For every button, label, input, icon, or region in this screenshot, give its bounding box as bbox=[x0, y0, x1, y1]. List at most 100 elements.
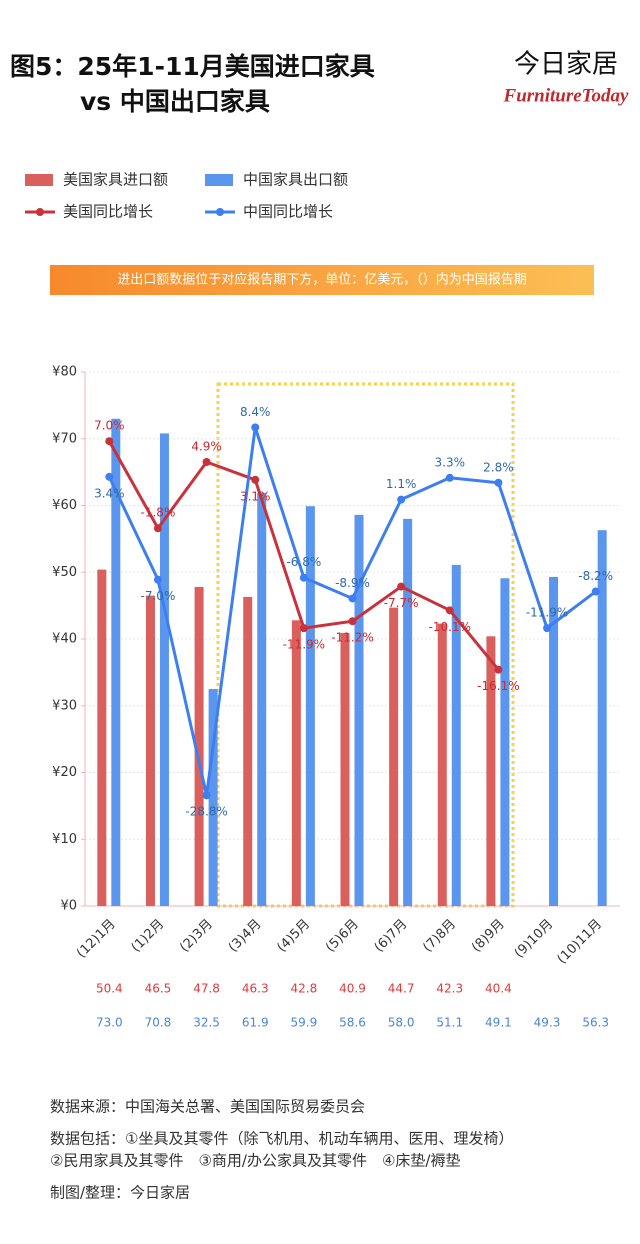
point-label: -11.2% bbox=[331, 631, 373, 645]
value-row-label: 58.0 bbox=[388, 1016, 415, 1030]
y-tick-label: ¥0 bbox=[60, 899, 77, 914]
footer-text: ②民用家具及其零件 ③商用/办公家具及其零件 ④床垫/褥垫 bbox=[50, 1152, 460, 1170]
y-tick-label: ¥30 bbox=[52, 698, 77, 713]
y-tick-label: ¥50 bbox=[52, 565, 77, 580]
bar bbox=[208, 689, 218, 906]
legend-dot bbox=[36, 208, 44, 216]
bar bbox=[305, 506, 315, 906]
point-label: 3.3% bbox=[435, 455, 466, 469]
footer-text: 数据包括：①坐具及其零件（除飞机用、机动车辆用、医用、理发椅） bbox=[50, 1130, 513, 1148]
legend-label: 美国家具进口额 bbox=[63, 171, 168, 189]
value-row-label: 44.7 bbox=[388, 982, 415, 996]
point-label: -8.2% bbox=[578, 569, 613, 583]
y-tick-label: ¥20 bbox=[52, 765, 77, 780]
y-tick-label: ¥60 bbox=[52, 498, 77, 513]
bar bbox=[500, 578, 510, 906]
line-point bbox=[299, 624, 308, 633]
value-row-label: 42.3 bbox=[436, 982, 463, 996]
point-label: -11.9% bbox=[283, 638, 325, 652]
bar bbox=[354, 514, 364, 906]
bar bbox=[145, 595, 155, 906]
value-row-label: 46.3 bbox=[242, 982, 269, 996]
note: 进出口额数据位于对应报告期下方，单位：亿美元，（）内为中国报告期 bbox=[117, 272, 527, 288]
value-row-label: 58.6 bbox=[339, 1016, 366, 1030]
value-row-label: 50.4 bbox=[96, 982, 123, 996]
line-point bbox=[153, 524, 162, 533]
line-point bbox=[202, 791, 211, 800]
point-label: -6.8% bbox=[286, 555, 321, 569]
line-point bbox=[543, 624, 552, 633]
line-point bbox=[591, 587, 600, 596]
line-point bbox=[251, 475, 260, 484]
bar bbox=[403, 518, 413, 906]
line-point bbox=[494, 478, 503, 487]
bar bbox=[597, 530, 607, 906]
line-point bbox=[348, 617, 357, 626]
point-label: 4.9% bbox=[191, 439, 222, 453]
point-label: -7.0% bbox=[141, 589, 176, 603]
bar bbox=[243, 596, 253, 906]
legend-label: 美国同比增长 bbox=[63, 203, 153, 221]
value-row-label: 32.5 bbox=[193, 1016, 220, 1030]
y-tick-label: ¥70 bbox=[52, 431, 77, 446]
bar bbox=[194, 586, 204, 906]
legend-dot bbox=[216, 208, 224, 216]
y-tick-label: ¥40 bbox=[52, 632, 77, 647]
value-row-label: 61.9 bbox=[242, 1016, 269, 1030]
value-row-label: 46.5 bbox=[145, 982, 172, 996]
value-row-label: 70.8 bbox=[145, 1016, 172, 1030]
bar bbox=[389, 607, 399, 906]
point-label: -28.8% bbox=[185, 805, 227, 819]
title: vs 中国出口家具 bbox=[80, 87, 270, 116]
logo-en: FurnitureToday bbox=[503, 85, 630, 106]
value-row-label: 49.1 bbox=[485, 1016, 512, 1030]
line-point bbox=[494, 665, 503, 674]
line-point bbox=[105, 437, 114, 446]
value-row-label: 42.8 bbox=[291, 982, 318, 996]
value-row-label: 49.3 bbox=[534, 1016, 561, 1030]
bar bbox=[451, 564, 461, 906]
bar bbox=[340, 632, 350, 906]
point-label: 7.0% bbox=[94, 419, 125, 433]
point-label: 3.4% bbox=[94, 486, 125, 500]
point-label: -16.1% bbox=[477, 679, 519, 693]
line-point bbox=[105, 472, 114, 481]
point-label: 3.1% bbox=[240, 489, 271, 503]
line-point bbox=[153, 575, 162, 584]
line-point bbox=[251, 423, 260, 432]
value-row-label: 73.0 bbox=[96, 1016, 123, 1030]
line-point bbox=[202, 457, 211, 466]
point-label: -8.9% bbox=[335, 576, 370, 590]
legend-label: 中国同比增长 bbox=[243, 203, 333, 221]
point-label: -7.7% bbox=[384, 596, 419, 610]
point-label: 2.8% bbox=[483, 460, 514, 474]
point-label: 8.4% bbox=[240, 405, 271, 419]
bar bbox=[549, 576, 559, 906]
legend-label: 中国家具出口额 bbox=[243, 171, 348, 189]
line-point bbox=[299, 573, 308, 582]
value-row-label: 47.8 bbox=[193, 982, 220, 996]
line-point bbox=[445, 606, 454, 615]
title: 图5：25年1-11月美国进口家具 bbox=[10, 52, 375, 81]
bar bbox=[97, 569, 107, 906]
y-tick-label: ¥10 bbox=[52, 832, 77, 847]
value-row-label: 59.9 bbox=[291, 1016, 318, 1030]
line-point bbox=[397, 582, 406, 591]
y-tick-label: ¥80 bbox=[52, 365, 77, 380]
value-row-label: 40.9 bbox=[339, 982, 366, 996]
line-point bbox=[445, 473, 454, 482]
legend-swatch bbox=[205, 174, 233, 186]
bar bbox=[437, 623, 447, 906]
bar bbox=[291, 620, 301, 906]
logo: 今日家居 bbox=[514, 50, 618, 80]
line-point bbox=[348, 594, 357, 603]
bar bbox=[111, 418, 121, 906]
note-banner bbox=[50, 265, 594, 295]
legend-swatch bbox=[25, 174, 53, 186]
bar bbox=[159, 433, 169, 906]
value-row-label: 40.4 bbox=[485, 982, 512, 996]
bar bbox=[486, 636, 496, 906]
footer-text: 数据来源：中国海关总署、美国国际贸易委员会 bbox=[50, 1098, 365, 1116]
